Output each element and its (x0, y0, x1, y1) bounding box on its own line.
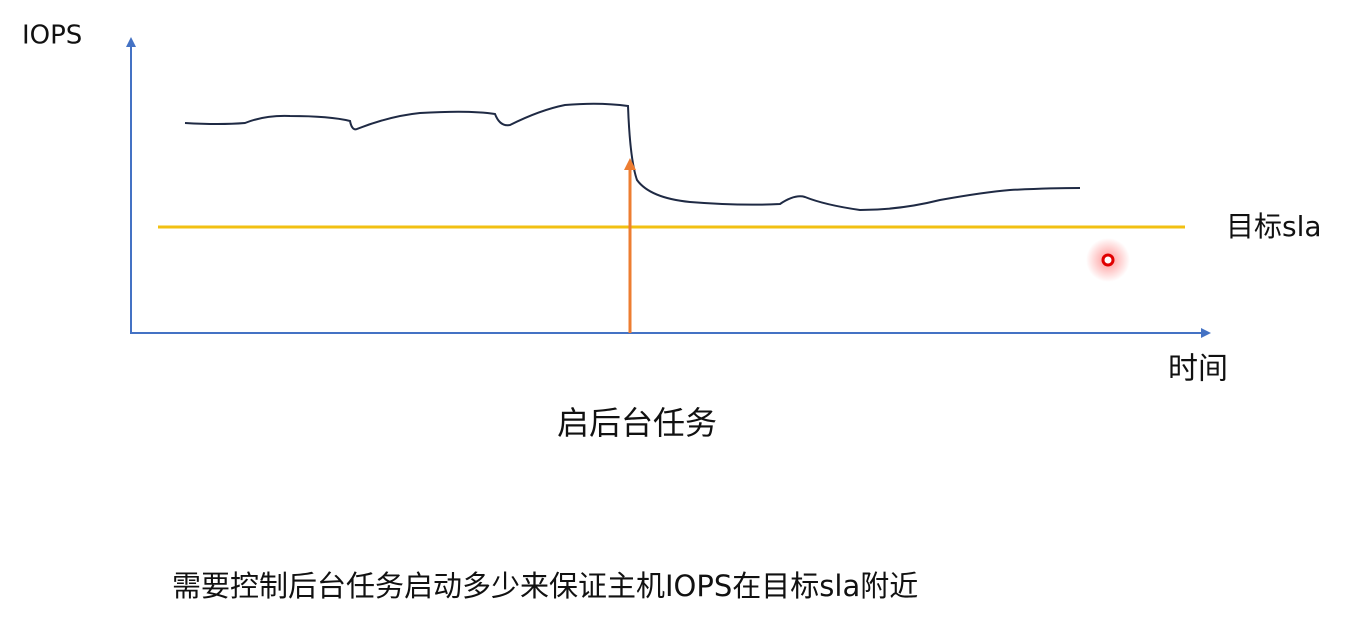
event-label: 启后台任务 (557, 404, 717, 442)
caption: 需要控制后台任务启动多少来保证主机IOPS在目标sla附近 (172, 569, 918, 603)
iops-curve (184, 102, 1081, 212)
target-line-label: 目标sla (1226, 210, 1322, 243)
x-axis-label: 时间 (1168, 352, 1228, 387)
y-axis-label: IOPS (22, 21, 82, 51)
pointer-dot (1101, 253, 1115, 267)
